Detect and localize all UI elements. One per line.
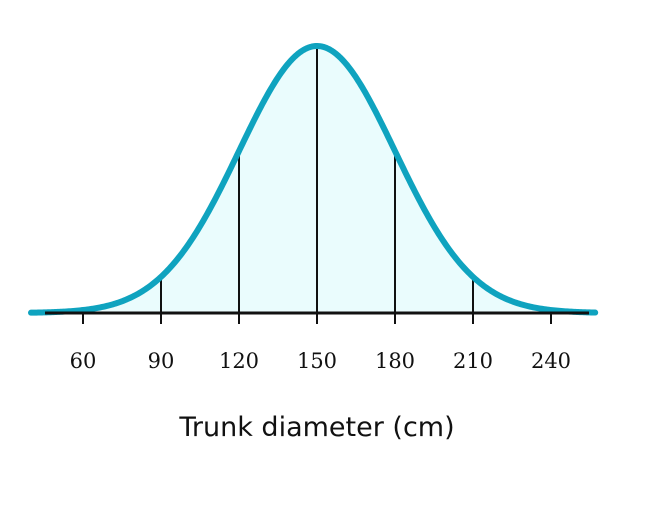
- x-tick-label-150: 150: [297, 349, 337, 373]
- density-curve: [28, 43, 599, 316]
- sd-marker-lines: [160, 46, 474, 313]
- x-tick-label-240: 240: [531, 349, 571, 373]
- x-tick-label-120: 120: [219, 349, 259, 373]
- x-tick-label-180: 180: [375, 349, 415, 373]
- x-tick-label-60: 60: [70, 349, 97, 373]
- x-axis-title: Trunk diameter (cm): [178, 412, 454, 443]
- x-axis-ticks: 60 90 120 150 180 210 240: [70, 313, 571, 373]
- area-under-curve: [31, 46, 596, 313]
- x-tick-label-90: 90: [148, 349, 175, 373]
- x-tick-label-210: 210: [453, 349, 493, 373]
